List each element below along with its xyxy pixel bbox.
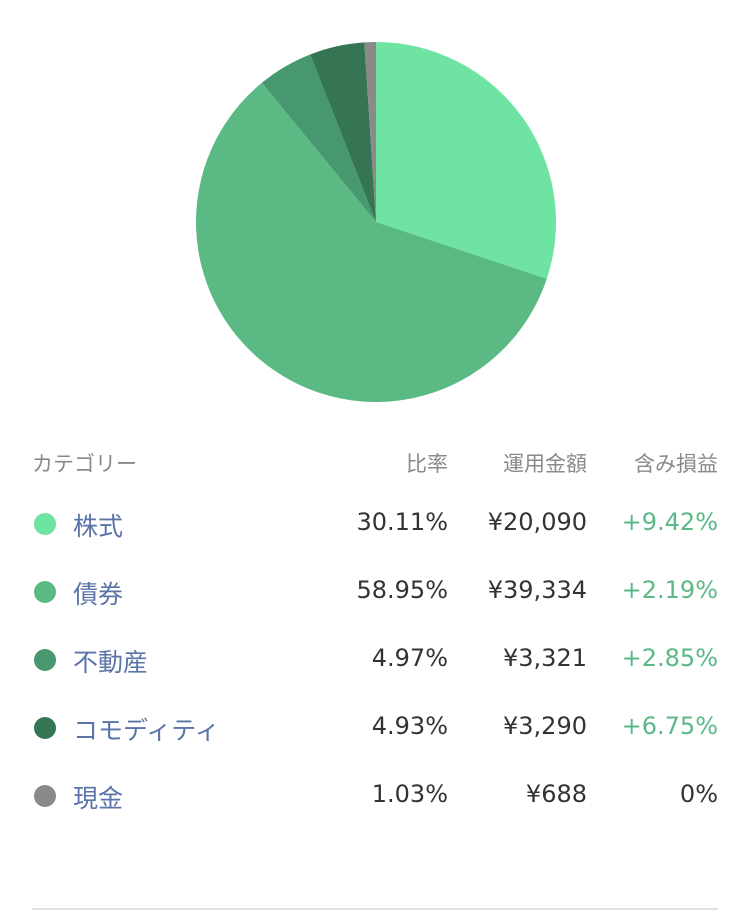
category-color-dot (34, 717, 56, 739)
table-row[interactable]: 株式 30.11% ¥20,090 +9.42% (0, 498, 750, 550)
category-name: 株式 (73, 512, 124, 541)
header-profit-loss: 含み損益 (634, 452, 718, 476)
amount-value: ¥688 (525, 780, 587, 808)
header-amount: 運用金額 (503, 452, 587, 476)
ratio-value: 1.03% (371, 780, 448, 808)
profit-loss-value: +2.85% (621, 644, 718, 672)
amount-value: ¥3,321 (503, 644, 587, 672)
profit-loss-value: +2.19% (621, 576, 718, 604)
ratio-value: 58.95% (356, 576, 448, 604)
category-name: 現金 (73, 784, 124, 813)
pie-slice (310, 42, 376, 222)
pie-slice (376, 42, 556, 279)
table-row[interactable]: 不動産 4.97% ¥3,321 +2.85% (0, 634, 750, 686)
bottom-divider (32, 908, 718, 910)
category-color-dot (34, 649, 56, 671)
allocation-pie-chart (196, 42, 556, 402)
header-category: カテゴリー (32, 452, 137, 476)
category-name: コモディティ (73, 716, 220, 745)
category-color-dot (34, 581, 56, 603)
table-row[interactable]: 現金 1.03% ¥688 0% (0, 770, 750, 822)
table-header: カテゴリー 比率 運用金額 含み損益 (0, 444, 750, 478)
table-row[interactable]: コモディティ 4.93% ¥3,290 +6.75% (0, 702, 750, 754)
pie-slice (196, 82, 547, 402)
table-row[interactable]: 債券 58.95% ¥39,334 +2.19% (0, 566, 750, 618)
profit-loss-value: +9.42% (621, 508, 718, 536)
ratio-value: 4.97% (371, 644, 448, 672)
amount-value: ¥39,334 (487, 576, 587, 604)
header-ratio: 比率 (406, 452, 448, 476)
amount-value: ¥3,290 (503, 712, 587, 740)
category-name: 債券 (73, 580, 124, 609)
ratio-value: 30.11% (356, 508, 448, 536)
ratio-value: 4.93% (371, 712, 448, 740)
category-name: 不動産 (73, 648, 149, 677)
category-color-dot (34, 785, 56, 807)
amount-value: ¥20,090 (487, 508, 587, 536)
profit-loss-value: +6.75% (621, 712, 718, 740)
pie-slice (261, 54, 376, 223)
profit-loss-value: 0% (679, 780, 718, 808)
category-color-dot (34, 513, 56, 535)
pie-slice (364, 42, 376, 222)
